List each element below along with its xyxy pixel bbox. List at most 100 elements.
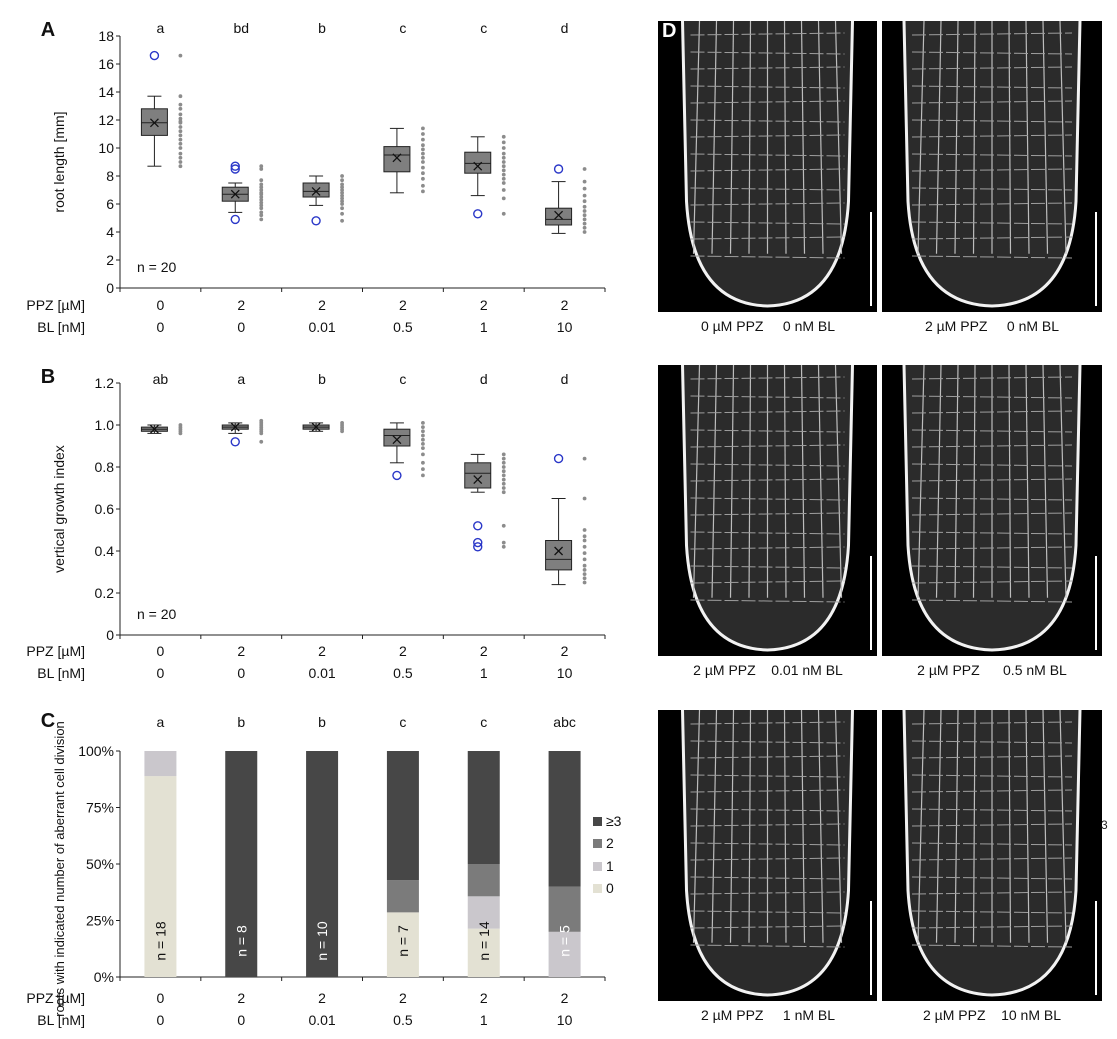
data-point [582,221,587,226]
cell-file-wall [748,21,752,254]
data-point [582,496,587,501]
y-tick-label: 16 [98,56,114,72]
mean-marker [311,186,321,196]
data-point [501,176,506,181]
ppz-value-label: 2 [480,643,488,659]
data-point [421,171,425,176]
data-point [421,473,425,478]
micrograph-caption: 2 µM PPZ 0 nM BL [924,318,1060,334]
data-point [501,196,506,201]
data-point [421,126,425,131]
cell-file-wall [954,710,959,943]
cell-cross-wall [911,580,1073,584]
bl-value-label: 10 [557,319,573,335]
cell-cross-wall [911,255,1073,259]
cell-cross-wall [690,721,845,725]
outlier-point [311,216,321,226]
stacked-segment [144,776,177,977]
micrograph-caption: 2 µM PPZ 0.5 nM BL [917,662,1067,678]
root-micrograph [882,365,1102,656]
root-micrograph [658,710,877,1001]
bl-value-label: 0 [237,1012,245,1028]
y-tick-label: 75% [86,800,114,816]
data-point [582,538,587,543]
cell-cross-wall [911,153,1073,157]
cell-cross-wall [690,599,845,603]
cell-file-wall [1008,710,1012,943]
cell-file-wall [748,710,752,943]
data-point [582,225,587,230]
data-point [501,172,506,177]
cell-file-wall [711,21,718,254]
mean-marker [392,435,402,445]
data-point [259,188,264,192]
cell-cross-wall [690,925,845,929]
data-point [178,133,183,138]
cell-file-wall [711,710,718,943]
root-micrograph [658,21,877,312]
y-tick-label: 10 [98,140,114,156]
cell-cross-wall [911,910,1073,914]
ppz-value-label: 2 [561,990,569,1006]
data-point [178,112,183,117]
legend-label: ≥3 [606,813,622,829]
cell-cross-wall [690,789,845,793]
data-point [259,210,264,215]
y-tick-label: 18 [98,28,114,44]
data-point [501,460,506,465]
stacked-segment [467,864,500,897]
data-point [178,431,183,436]
cell-cross-wall [911,808,1073,812]
cell-cross-wall [911,755,1073,759]
cell-cross-wall [690,463,845,467]
data-point [421,442,425,446]
bl-value-label: 1 [480,665,488,681]
data-point [421,429,425,434]
micrograph-caption: 2 µM PPZ 10 nM BL [922,1007,1061,1023]
data-point [582,217,587,222]
cell-cross-wall [690,153,845,157]
y-tick-label: 12 [98,112,114,128]
data-point [421,155,425,160]
root-micrograph [658,365,877,656]
micrograph-image [902,710,1097,997]
cell-cross-wall [690,255,845,259]
mean-marker [473,161,483,171]
data-point [582,557,587,562]
significance-letter: b [318,714,326,730]
cell-file-wall [1042,365,1049,598]
cell-cross-wall [911,463,1073,467]
cell-cross-wall [690,187,845,191]
micrograph-caption: 0 µM PPZ 0 nM BL [700,318,836,334]
y-tick-label: 0 [106,627,114,643]
data-point [178,155,183,160]
data-point [582,576,587,581]
cell-file-wall [1059,365,1067,598]
data-point [501,544,506,549]
y-axis-title: vertical growth index [51,445,67,573]
y-tick-label: 0.2 [95,585,115,601]
cell-cross-wall [911,774,1073,778]
data-point [259,195,264,199]
data-point [421,183,425,188]
y-tick-label: 0.6 [95,501,115,517]
significance-letter: b [237,714,245,730]
data-point [259,164,264,169]
cell-cross-wall [690,565,845,569]
y-axis-title: roots with indicated number of aberrant … [52,721,67,1017]
box-iqr [302,182,330,198]
cell-cross-wall [911,395,1073,399]
ppz-row-label: PPZ [µM] [26,643,85,659]
data-point [582,199,587,204]
outlier-point [230,437,240,447]
root-micrograph [882,21,1102,312]
cell-file-wall [1008,365,1012,598]
outlier-point [473,537,483,548]
cell-cross-wall [911,857,1073,861]
mean-marker [230,189,240,199]
cell-cross-wall [911,891,1073,895]
data-point [421,151,425,156]
cell-cross-wall [690,66,845,70]
data-point [178,120,183,125]
